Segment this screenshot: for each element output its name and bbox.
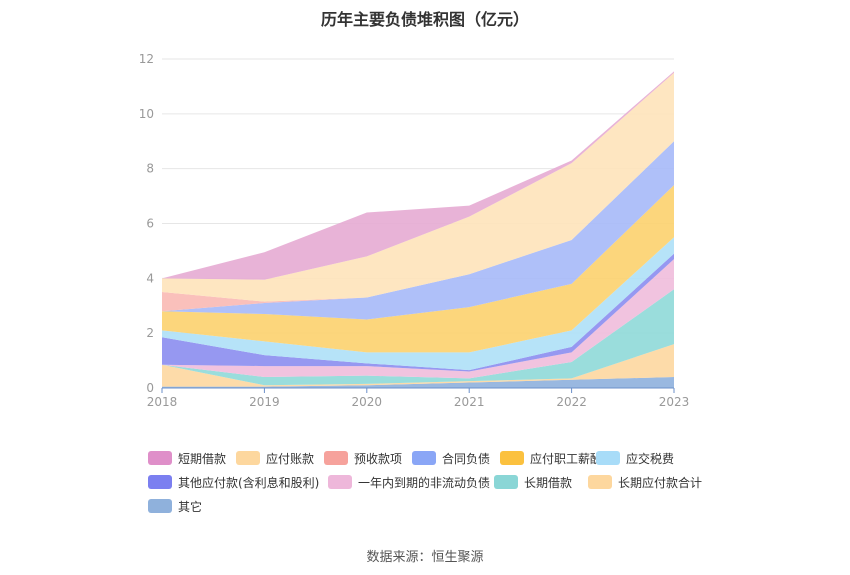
legend-item[interactable]: 其他应付款(含利息和股利) bbox=[148, 472, 319, 492]
x-tick-label: 2019 bbox=[249, 395, 280, 409]
legend-label: 短期借款 bbox=[178, 451, 227, 466]
legend-item[interactable]: 一年内到期的非流动负债 bbox=[328, 472, 490, 492]
legend-label: 应付账款 bbox=[266, 451, 315, 466]
legend-swatch bbox=[236, 451, 260, 465]
x-tick-label: 2021 bbox=[454, 395, 485, 409]
stacked-area-chart: 0 2 4 6 8 10 12 2018 2019 2020 2021 2022 2023 bbox=[139, 52, 690, 409]
legend-label: 应付职工薪酬 bbox=[530, 451, 603, 466]
y-tick-label: 4 bbox=[146, 271, 154, 285]
legend-swatch bbox=[148, 475, 172, 489]
data-source: 数据来源：恒生聚源 bbox=[366, 550, 484, 565]
legend-item[interactable]: 合同负债 bbox=[412, 448, 490, 468]
area-其他应付款(含利息和股利) bbox=[162, 253, 674, 372]
legend-swatch bbox=[596, 451, 620, 465]
area-应付职工薪酬 bbox=[162, 185, 674, 353]
y-tick-label: 8 bbox=[146, 162, 154, 176]
legend-item[interactable]: 短期借款 bbox=[148, 448, 226, 468]
legend-label: 一年内到期的非流动负债 bbox=[358, 475, 491, 490]
legend-label: 应交税费 bbox=[626, 451, 675, 466]
y-tick-label: 10 bbox=[139, 107, 154, 121]
legend-item[interactable]: 其它 bbox=[148, 496, 202, 516]
legend-swatch bbox=[588, 475, 612, 489]
area-合同负债 bbox=[162, 141, 674, 320]
legend-swatch bbox=[412, 451, 436, 465]
area-series bbox=[162, 71, 674, 388]
x-tick-label: 2020 bbox=[352, 395, 383, 409]
legend-swatch bbox=[324, 451, 348, 465]
y-tick-label: 12 bbox=[139, 52, 154, 66]
legend-label: 其它 bbox=[178, 499, 203, 514]
area-其它 bbox=[162, 377, 674, 388]
area-应交税费 bbox=[162, 237, 674, 371]
legend-label: 其他应付款(含利息和股利) bbox=[178, 475, 320, 490]
legend-swatch bbox=[148, 499, 172, 513]
legend-item[interactable]: 应付账款 bbox=[236, 448, 314, 468]
legend-item[interactable]: 长期应付款合计 bbox=[588, 472, 702, 492]
chart-title: 历年主要负债堆积图（亿元） bbox=[320, 10, 529, 29]
y-tick-label: 6 bbox=[146, 217, 154, 231]
legend-label: 长期应付款合计 bbox=[618, 475, 703, 490]
legend-swatch bbox=[328, 475, 352, 489]
legend-label: 预收款项 bbox=[354, 451, 403, 466]
y-tick-label: 2 bbox=[146, 326, 154, 340]
axes: 0 2 4 6 8 10 12 2018 2019 2020 2021 2022 2023 bbox=[139, 52, 690, 409]
legend-item[interactable]: 应交税费 bbox=[596, 448, 674, 468]
x-tick-label: 2023 bbox=[659, 395, 690, 409]
legend-swatch bbox=[500, 451, 524, 465]
y-tick-label: 0 bbox=[146, 381, 154, 395]
legend-item[interactable]: 预收款项 bbox=[324, 448, 402, 468]
area-长期应付款合计 bbox=[162, 344, 674, 387]
x-tick-label: 2018 bbox=[147, 395, 178, 409]
legend-label: 长期借款 bbox=[524, 475, 573, 490]
x-tick-label: 2022 bbox=[556, 395, 587, 409]
legend-swatch bbox=[148, 451, 172, 465]
area-应付账款 bbox=[162, 72, 674, 302]
legend-swatch bbox=[494, 475, 518, 489]
legend-item[interactable]: 长期借款 bbox=[494, 472, 572, 492]
legend-item[interactable]: 应付职工薪酬 bbox=[500, 448, 602, 468]
area-一年内到期的非流动负债 bbox=[162, 259, 674, 379]
legend-label: 合同负债 bbox=[442, 451, 491, 466]
